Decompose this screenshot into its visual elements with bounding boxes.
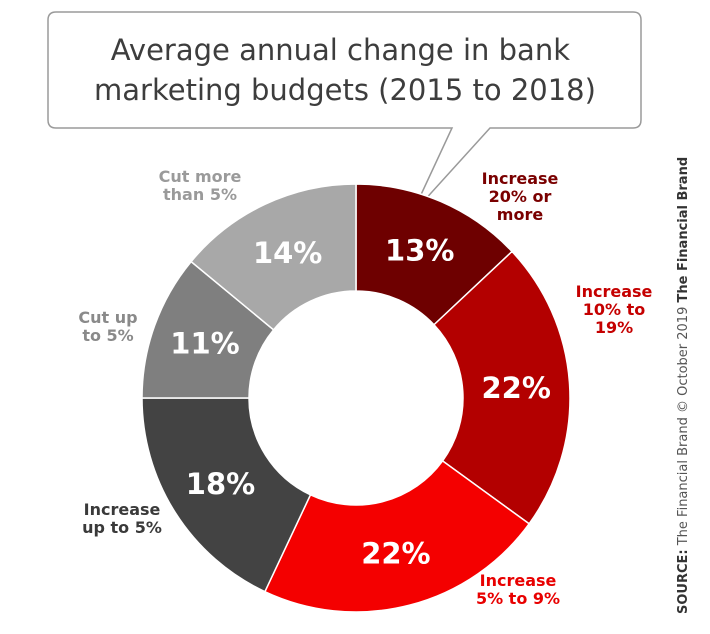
value-label-increase-10pct-to-19pct: 22% — [481, 371, 550, 405]
category-label-line: Increase — [480, 571, 557, 590]
callout-bubble — [47, 11, 642, 215]
chart-title-line-2: marketing budgets (2015 to 2018) — [94, 73, 596, 107]
value-label-cut-more-than-5pct: 14% — [253, 236, 322, 270]
category-label-line: to 5% — [82, 326, 133, 345]
source-brand: The Financial Brand — [676, 157, 691, 303]
source-credit: SOURCE: The Financial Brand © October 20… — [676, 157, 691, 614]
value-label-cut-up-to-5pct: 11% — [170, 327, 239, 361]
category-label-increase-20pct-or-more: Increase 20% or more — [482, 169, 559, 224]
value-label-increase-20pct-or-more: 13% — [385, 234, 454, 268]
category-label-line: 19% — [595, 318, 633, 337]
category-label-line: Increase — [84, 500, 161, 519]
category-label-increase-up-to-5pct: Increase up to 5% — [82, 500, 162, 537]
chart-title-line-1: Average annual change in bank — [111, 33, 570, 67]
slice-increase-up-to-5pct — [141, 397, 312, 593]
category-label-line: 5% to 9% — [476, 589, 560, 608]
category-label-line: Increase — [576, 282, 653, 301]
category-label-line: up to 5% — [82, 518, 162, 537]
category-label-line: 10% to — [583, 300, 646, 319]
category-label-line: Cut up — [78, 308, 137, 327]
slice-increase-5pct-to-9pct — [263, 459, 531, 613]
category-label-line: than 5% — [163, 185, 237, 204]
value-labels: 13% 22% 22% 18% 11% 14% — [170, 234, 551, 571]
category-label-increase-10pct-to-19pct: Increase 10% to 19% — [576, 282, 653, 337]
value-label-increase-up-to-5pct: 18% — [186, 467, 255, 501]
donut-slices — [141, 183, 571, 613]
source-prefix: SOURCE: — [676, 549, 691, 614]
chart-title: Average annual change in bank marketing … — [94, 33, 596, 107]
title-callout: Average annual change in bank marketing … — [47, 11, 642, 215]
category-label-line: Cut more — [159, 167, 242, 186]
category-label-line: 20% or — [489, 187, 552, 206]
category-label-cut-more-than-5pct: Cut more than 5% — [159, 167, 242, 204]
slice-cut-more-than-5pct — [190, 183, 357, 331]
value-label-increase-5pct-to-9pct: 22% — [361, 536, 430, 570]
category-label-increase-5pct-to-9pct: Increase 5% to 9% — [476, 571, 560, 608]
category-label-cut-up-to-5pct: Cut up to 5% — [78, 308, 137, 345]
category-label-line: more — [497, 205, 544, 224]
category-label-line: Increase — [482, 169, 559, 188]
source-text: The Financial Brand © October 2019 — [676, 303, 691, 550]
slice-increase-10pct-to-19pct — [432, 250, 571, 525]
